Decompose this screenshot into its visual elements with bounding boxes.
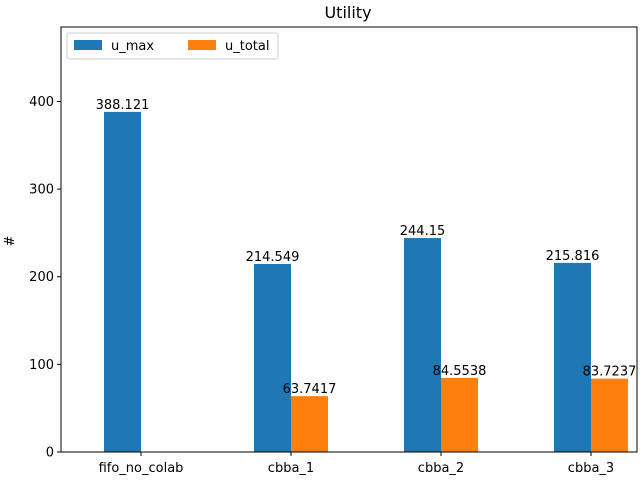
y-tick-label-200: 200 — [29, 270, 54, 285]
x-tick-label-cbba_1: cbba_1 — [268, 461, 314, 476]
x-tick-label-cbba_2: cbba_2 — [418, 461, 464, 476]
bar-label-u_max-cbba_2: 244.15 — [400, 224, 446, 239]
bar-label-u_total-cbba_1: 63.7417 — [283, 382, 337, 397]
bar-u_total-cbba_3 — [591, 378, 628, 452]
bar-u_max-cbba_3 — [554, 262, 591, 452]
y-tick-label-0: 0 — [46, 446, 54, 461]
bar-u_max-fifo_no_colab — [104, 111, 141, 452]
legend-box — [66, 32, 279, 60]
bar-u_max-cbba_1 — [254, 263, 291, 452]
bars-layer — [104, 111, 628, 452]
bar-label-u_total-cbba_2: 84.5538 — [433, 364, 487, 379]
bar-label-u_max-cbba_1: 214.549 — [246, 250, 300, 265]
plot-frame — [60, 26, 638, 453]
y-tick-label-400: 400 — [29, 95, 54, 110]
bar-u_max-cbba_2 — [404, 238, 441, 452]
x-axis-ticks: fifo_no_colab cbba_1 cbba_2 cbba_3 — [99, 452, 614, 476]
legend-swatch-u_max — [74, 40, 102, 50]
bar-label-u_max-fifo_no_colab: 388.121 — [96, 98, 150, 113]
y-axis-ticks: 0 100 200 300 400 — [29, 95, 61, 461]
x-tick-label-fifo_no_colab: fifo_no_colab — [99, 461, 184, 476]
y-axis-label: # — [3, 236, 18, 247]
legend-swatch-u_total — [188, 40, 216, 50]
chart-title: Utility — [324, 3, 371, 22]
x-tick-label-cbba_3: cbba_3 — [568, 461, 614, 476]
legend-label-u_max: u_max — [111, 39, 154, 54]
bar-labels-layer: 388.121 214.549 63.7417 244.15 84.5538 215.81… — [96, 98, 637, 397]
bar-label-u_total-cbba_3: 83.7237 — [583, 365, 637, 380]
bar-u_total-cbba_1 — [291, 396, 328, 452]
y-tick-label-100: 100 — [29, 358, 54, 373]
bar-u_total-cbba_2 — [441, 377, 478, 452]
legend: u_max u_total — [66, 32, 279, 60]
y-tick-label-300: 300 — [29, 183, 54, 198]
legend-label-u_total: u_total — [225, 39, 269, 54]
bar-label-u_max-cbba_3: 215.816 — [546, 249, 600, 264]
